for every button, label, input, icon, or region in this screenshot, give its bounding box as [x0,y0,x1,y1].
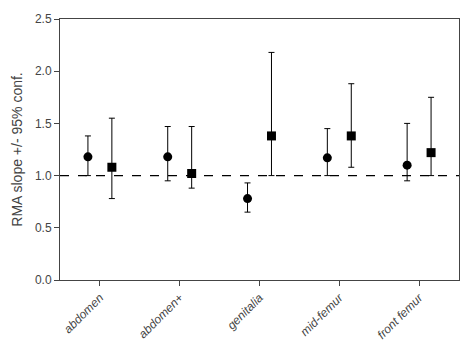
svg-text:abdomen: abdomen [61,291,107,337]
svg-text:mid-femur: mid-femur [298,290,347,339]
svg-text:abdomen+: abdomen+ [136,291,186,341]
svg-text:1.5: 1.5 [35,117,52,131]
svg-text:1.0: 1.0 [35,169,52,183]
svg-text:front femur: front femur [375,290,427,342]
svg-text:2.5: 2.5 [35,12,52,26]
svg-text:0.0: 0.0 [35,273,52,287]
svg-text:RMA slope +/- 95% conf.: RMA slope +/- 95% conf. [9,72,25,226]
svg-text:0.5: 0.5 [35,221,52,235]
svg-text:genitalia: genitalia [224,291,266,333]
svg-text:2.0: 2.0 [35,64,52,78]
